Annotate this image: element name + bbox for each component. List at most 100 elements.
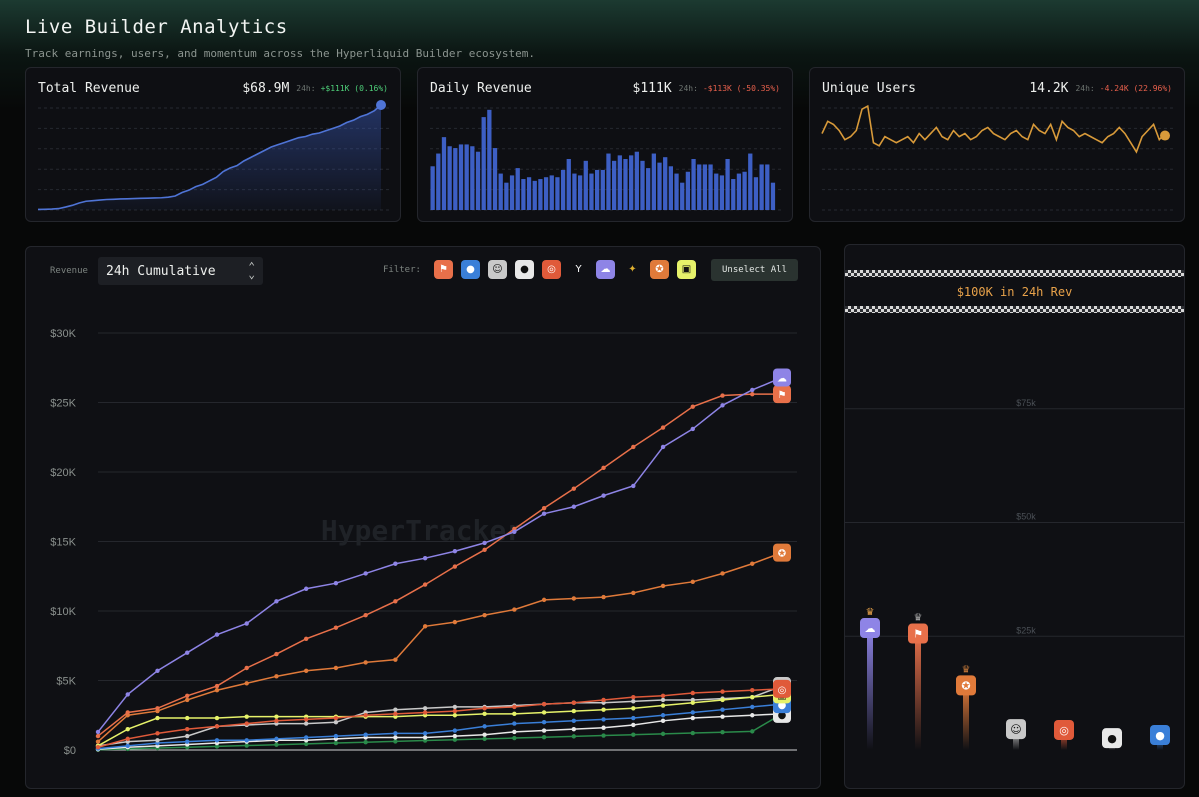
- daily-bar: [532, 180, 537, 210]
- page-subtitle: Track earnings, users, and momentum acro…: [25, 47, 535, 60]
- data-point: [660, 425, 666, 430]
- data-point: [185, 715, 190, 721]
- data-point: [601, 707, 606, 712]
- daily-bar: [436, 153, 441, 210]
- svg-text:⚑: ⚑: [778, 390, 787, 401]
- data-point: [601, 717, 606, 722]
- series-line: [97, 693, 783, 747]
- cumulative-revenue-chart: $0$5K$10K$15K$20K$25K$30KHyperTracker✦●●…: [50, 328, 797, 757]
- data-point: [512, 607, 517, 612]
- data-point: [303, 741, 309, 747]
- data-point: [750, 561, 755, 566]
- daily-bar: [668, 166, 674, 210]
- data-point: [571, 726, 577, 732]
- drop-icon[interactable]: ●: [515, 260, 534, 279]
- data-point: [303, 586, 309, 591]
- dots-icon[interactable]: ●: [461, 260, 480, 279]
- data-point: [512, 704, 517, 710]
- flag-icon[interactable]: ⚑: [434, 260, 453, 279]
- series-line: [97, 376, 783, 733]
- ghost-icon: ☁: [860, 618, 880, 639]
- data-point: [393, 599, 398, 604]
- y-icon[interactable]: Y: [575, 264, 582, 275]
- data-point: [541, 728, 547, 733]
- ghost-icon[interactable]: ☁: [596, 260, 615, 279]
- daily-bar: [504, 182, 509, 210]
- fox-icon[interactable]: ✪: [650, 260, 669, 279]
- data-point: [541, 720, 547, 725]
- race-tick-label: $25k: [1016, 625, 1036, 635]
- data-point: [452, 704, 458, 710]
- box-icon[interactable]: ▣: [677, 260, 696, 279]
- data-point: [541, 701, 547, 707]
- data-point: [690, 579, 695, 585]
- data-point: [95, 739, 101, 744]
- portrait-icon: ☺: [1006, 719, 1026, 740]
- data-point: [452, 728, 458, 733]
- data-point: [155, 715, 160, 721]
- race-bar: [1013, 729, 1019, 750]
- daily-bar: [753, 177, 759, 210]
- sparkline-line: [37, 104, 382, 211]
- crown-icon: ♛: [914, 613, 923, 624]
- fox-icon: ✪: [773, 543, 791, 562]
- data-point: [452, 564, 458, 569]
- data-point: [720, 393, 725, 398]
- data-point: [244, 665, 249, 671]
- data-point: [185, 693, 190, 698]
- data-point: [244, 721, 249, 726]
- data-point: [303, 721, 309, 726]
- data-point: [185, 739, 190, 744]
- data-point: [333, 625, 339, 630]
- series-line: [97, 551, 783, 743]
- revenue-label: Revenue: [50, 266, 88, 276]
- daily-bar: [515, 168, 520, 210]
- data-point: [214, 632, 220, 637]
- portrait-icon[interactable]: ☺: [488, 260, 507, 279]
- sparkline-area: [38, 105, 381, 210]
- daily-bar: [453, 148, 458, 210]
- daily-bar: [663, 157, 668, 210]
- data-point: [155, 731, 160, 736]
- checkered-line-top: [845, 270, 1184, 277]
- data-point: [601, 725, 606, 730]
- y-tick-label: $25K: [50, 398, 76, 410]
- daily-bar: [646, 168, 651, 210]
- data-point: [571, 708, 577, 714]
- data-point: [333, 740, 339, 746]
- data-point: [393, 731, 398, 736]
- cumulative-revenue-panel: Revenue 24h Cumulative ⌃ ⌄ Filter: ⚑ ● ☺ ● ◎ Y…: [25, 246, 821, 789]
- data-point: [571, 734, 577, 739]
- data-point: [512, 529, 517, 534]
- svg-text:✪: ✪: [961, 679, 970, 692]
- svg-text:●: ●: [778, 700, 787, 711]
- data-point: [720, 689, 725, 694]
- data-point: [244, 743, 249, 748]
- ring-icon[interactable]: ◎: [542, 260, 561, 279]
- data-point: [244, 738, 249, 743]
- data-point: [660, 731, 666, 737]
- builder-filter-list: ⚑ ● ☺ ● ◎ Y ☁ ✦ ✪ ▣: [434, 260, 696, 279]
- unique-users-card: Unique Users 14.2K 24h: -4.24K (22.96%): [809, 67, 1185, 222]
- daily-bar: [583, 160, 588, 210]
- data-point: [363, 612, 368, 618]
- data-point: [750, 713, 755, 718]
- drop-icon: ●: [1102, 728, 1122, 749]
- data-point: [155, 668, 160, 673]
- crown-icon: ♛: [962, 664, 971, 675]
- data-point: [631, 732, 636, 737]
- data-point: [750, 688, 755, 693]
- daily-bar: [498, 173, 503, 210]
- data-point: [303, 636, 309, 641]
- data-point: [155, 738, 160, 743]
- unselect-all-button[interactable]: Unselect All: [711, 259, 798, 281]
- data-point: [601, 465, 606, 471]
- ring-icon: ◎: [773, 679, 791, 698]
- svg-text:☁: ☁: [777, 373, 787, 384]
- daily-bar: [731, 179, 736, 210]
- svg-text:☁: ☁: [865, 622, 876, 635]
- revenue-mode-select[interactable]: 24h Cumulative ⌃ ⌄: [98, 257, 263, 285]
- data-point: [274, 651, 279, 657]
- daily-bar: [430, 166, 435, 210]
- star-icon[interactable]: ✦: [628, 264, 637, 275]
